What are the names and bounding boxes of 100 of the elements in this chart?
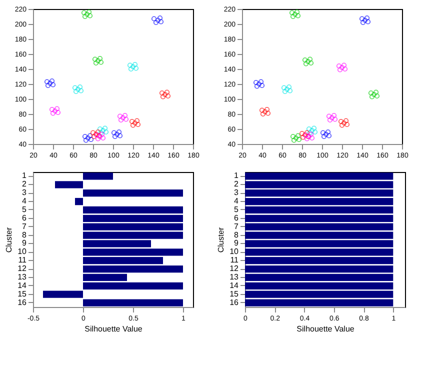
y-tick-label: 2 xyxy=(234,180,240,189)
y-tick-label: 1 xyxy=(234,171,240,180)
point xyxy=(151,16,157,22)
point xyxy=(309,128,315,134)
point xyxy=(258,79,264,84)
point xyxy=(360,20,366,26)
point xyxy=(49,106,55,112)
point xyxy=(336,63,342,69)
y-tick-label: 12 xyxy=(18,264,28,274)
point xyxy=(341,62,347,68)
point xyxy=(155,18,161,23)
point xyxy=(295,13,301,18)
y-tick-label: 6 xyxy=(234,213,240,222)
point xyxy=(331,112,337,118)
point xyxy=(373,90,379,95)
point xyxy=(129,118,135,124)
point xyxy=(282,88,288,94)
y-tick-label: 7 xyxy=(234,222,240,231)
point xyxy=(123,116,129,122)
point xyxy=(304,136,310,142)
y-tick-label: 11 xyxy=(18,256,28,265)
point xyxy=(307,56,313,62)
point xyxy=(85,135,91,141)
point xyxy=(309,135,315,141)
point xyxy=(116,129,122,135)
point xyxy=(323,132,329,137)
point xyxy=(159,90,165,96)
point xyxy=(292,12,298,17)
bar xyxy=(55,181,83,188)
point xyxy=(306,126,312,132)
bar xyxy=(75,198,83,206)
y-tick-label: 14 xyxy=(230,280,240,290)
point xyxy=(83,138,89,143)
point xyxy=(320,130,326,136)
x-axis-title: Silhouette Value xyxy=(84,324,143,334)
point xyxy=(44,79,50,84)
y-tick-label: 9 xyxy=(234,238,240,248)
point xyxy=(262,109,268,114)
point xyxy=(299,130,305,136)
point xyxy=(132,62,138,68)
point xyxy=(95,136,101,142)
point xyxy=(339,122,345,128)
point xyxy=(260,111,266,117)
point xyxy=(112,134,118,140)
point xyxy=(289,10,295,16)
y-tick-label: 10 xyxy=(230,247,240,256)
y-tick-label: 15 xyxy=(230,289,240,298)
point xyxy=(303,61,309,66)
y-tick-label: 4 xyxy=(22,196,28,206)
point xyxy=(78,88,84,94)
y-tick-label: 13 xyxy=(230,272,240,282)
y-tick-label: 7 xyxy=(22,222,28,231)
point xyxy=(97,56,103,62)
point xyxy=(100,128,106,134)
point xyxy=(308,60,314,66)
point xyxy=(365,19,371,24)
point xyxy=(91,134,97,140)
point xyxy=(100,135,106,141)
point xyxy=(102,126,108,131)
point xyxy=(87,133,93,138)
y-tick-label: 9 xyxy=(22,238,28,248)
y-tick-label: 1 xyxy=(22,171,28,180)
point xyxy=(256,81,262,87)
y-tick-label: 16 xyxy=(18,298,28,307)
point xyxy=(162,92,168,98)
y-tick-label: 6 xyxy=(22,213,28,222)
point xyxy=(295,133,301,138)
point xyxy=(291,138,297,143)
point xyxy=(374,93,380,99)
y-tick-label: 3 xyxy=(234,188,240,198)
point xyxy=(339,64,345,70)
point xyxy=(50,110,56,116)
point xyxy=(132,120,138,126)
point xyxy=(326,114,332,119)
point xyxy=(290,134,296,140)
y-tick-label: 2 xyxy=(22,180,28,189)
point xyxy=(342,66,348,72)
point xyxy=(87,13,93,18)
point xyxy=(95,129,101,135)
y-tick-label: 4 xyxy=(234,196,240,206)
bar xyxy=(83,299,183,306)
point xyxy=(165,93,171,99)
point xyxy=(130,64,136,70)
point xyxy=(157,15,163,21)
point xyxy=(338,118,344,124)
point xyxy=(117,133,123,138)
point xyxy=(368,90,374,96)
point xyxy=(286,84,292,90)
point xyxy=(281,85,287,90)
point xyxy=(95,58,101,64)
point xyxy=(343,118,349,124)
point xyxy=(371,92,377,98)
point xyxy=(86,9,92,15)
point xyxy=(321,134,327,140)
point xyxy=(133,66,139,71)
point xyxy=(88,136,94,142)
y-axis-title: Cluster xyxy=(216,226,226,253)
point xyxy=(160,94,166,100)
y-tick-label: 5 xyxy=(22,204,28,214)
point xyxy=(52,108,58,114)
